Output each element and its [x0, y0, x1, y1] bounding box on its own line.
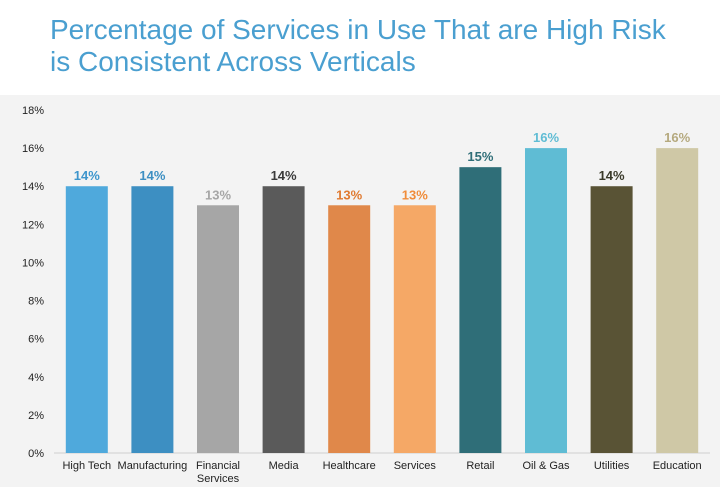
- data-label: 15%: [467, 149, 493, 164]
- bar: [459, 167, 502, 453]
- y-tick-label: 10%: [22, 257, 44, 269]
- x-tick-label: Media: [269, 460, 300, 472]
- bar: [656, 148, 699, 453]
- x-tick-label: Oil & Gas: [522, 460, 570, 472]
- y-tick-label: 16%: [22, 143, 44, 155]
- y-tick-label: 2%: [28, 410, 44, 422]
- x-tick-label: Financial: [196, 460, 240, 472]
- data-label: 16%: [533, 130, 559, 145]
- bar: [590, 186, 633, 453]
- data-label: 16%: [664, 130, 690, 145]
- bar: [525, 148, 567, 453]
- x-tick-label: Manufacturing: [118, 460, 188, 472]
- x-tick-label: Services: [394, 460, 437, 472]
- y-tick-label: 14%: [22, 181, 44, 193]
- data-label: 14%: [271, 168, 297, 183]
- x-tick-label: Utilities: [594, 460, 630, 472]
- bar: [197, 205, 239, 453]
- chart-title-line-1: Percentage of Services in Use That are H…: [50, 14, 666, 45]
- x-tick-label: Services: [197, 473, 240, 485]
- data-label: 13%: [336, 187, 362, 202]
- x-tick-label: High Tech: [62, 460, 111, 472]
- y-tick-label: 6%: [28, 334, 44, 346]
- data-label: 14%: [139, 168, 165, 183]
- y-tick-label: 8%: [28, 296, 44, 308]
- x-tick-label: Education: [653, 460, 702, 472]
- bar: [65, 186, 108, 453]
- data-label: 13%: [205, 187, 231, 202]
- bar: [131, 186, 174, 453]
- x-tick-label: Retail: [466, 460, 494, 472]
- chart-title-line-2: is Consistent Across Verticals: [50, 46, 416, 77]
- chart-title: Percentage of Services in Use That are H…: [50, 14, 710, 78]
- bar: [393, 205, 436, 453]
- data-label: 13%: [402, 187, 428, 202]
- data-label: 14%: [599, 168, 625, 183]
- bar: [328, 205, 371, 453]
- y-tick-label: 0%: [28, 448, 44, 460]
- y-tick-label: 4%: [28, 372, 44, 384]
- data-label: 14%: [74, 168, 100, 183]
- y-tick-label: 18%: [22, 105, 44, 117]
- y-tick-label: 12%: [22, 219, 44, 231]
- x-tick-label: Healthcare: [323, 460, 376, 472]
- bar: [262, 186, 305, 453]
